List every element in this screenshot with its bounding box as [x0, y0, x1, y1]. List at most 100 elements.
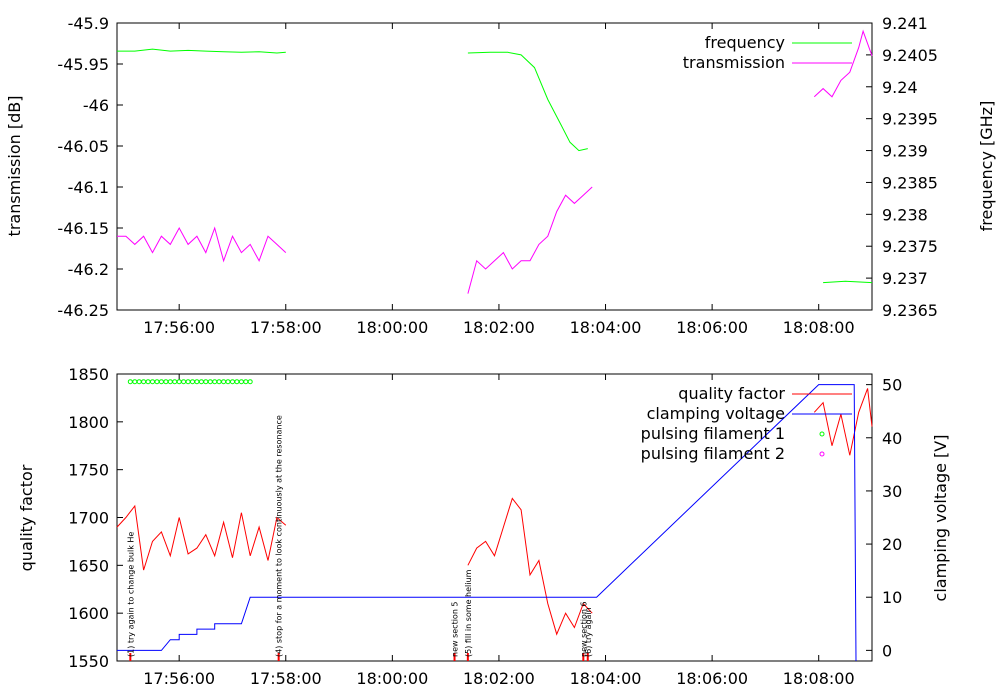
top-plot-frame — [116, 22, 873, 311]
marker-point-pulsing-filament-1 — [127, 379, 133, 385]
marker-point-pulsing-filament-1 — [132, 379, 138, 385]
y2-tick-label: 9.2395 — [882, 110, 938, 129]
x-tick-label: 18:08:00 — [783, 669, 855, 688]
marker-point-pulsing-filament-1 — [225, 379, 231, 385]
series-line-frequency — [467, 51, 588, 152]
annotation-label: new section 5 — [451, 601, 460, 657]
x-tick-label: 18:00:00 — [356, 318, 428, 337]
x-tick-label: 18:04:00 — [570, 318, 642, 337]
bottom-tick-labels: 17:56:00 17:58:00 18:00:00 18:02:00 18:04:00… — [68, 365, 902, 688]
y2-tick-label: 0 — [882, 641, 892, 660]
top-tick-marks — [117, 22, 872, 311]
series-line-clamping-voltage — [117, 384, 857, 662]
bottom-tick-marks — [117, 373, 872, 662]
series-line-frequency — [117, 48, 286, 54]
y-tick-label: -46 — [83, 96, 109, 115]
x-tick-label: 17:56:00 — [143, 318, 215, 337]
x-tick-label: 18:08:00 — [783, 318, 855, 337]
bottom-y2-axis-label: clamping voltage [V] — [931, 435, 950, 602]
y-tick-label: 1800 — [68, 413, 109, 432]
x-tick-label: 17:58:00 — [250, 669, 322, 688]
y2-tick-label: 10 — [882, 588, 902, 607]
marker-point-pulsing-filament-1 — [158, 379, 164, 385]
legend-label: quality factor — [678, 384, 785, 403]
x-tick-label: 18:04:00 — [570, 669, 642, 688]
annotation-label: (1) try again to change bulk He — [126, 532, 135, 657]
top-series — [117, 29, 873, 294]
y-tick-label: 1600 — [68, 604, 109, 623]
y-tick-label: -46.15 — [57, 219, 109, 238]
y2-tick-label: 30 — [882, 482, 902, 501]
marker-point-pulsing-filament-1 — [172, 379, 178, 385]
y2-tick-label: 9.239 — [882, 142, 928, 161]
top-chart-panel: 17:56:00 17:58:00 18:00:00 18:02:00 18:04:00… — [5, 14, 996, 337]
y-tick-label: 1750 — [68, 461, 109, 480]
marker-point-pulsing-filament-1 — [136, 379, 142, 385]
y-tick-label: 1850 — [68, 365, 109, 384]
y-tick-label: -46.05 — [57, 137, 109, 156]
marker-point-pulsing-filament-1 — [154, 379, 160, 385]
x-tick-label: 18:06:00 — [676, 318, 748, 337]
marker-point-pulsing-filament-1 — [190, 379, 195, 385]
y2-tick-label: 20 — [882, 535, 902, 554]
marker-point-pulsing-filament-1 — [203, 379, 209, 385]
marker-point-pulsing-filament-1 — [198, 379, 204, 385]
y2-tick-label: 9.2405 — [882, 46, 938, 65]
bottom-series — [116, 379, 873, 662]
series-line-quality-factor — [116, 504, 287, 571]
y2-tick-label: 9.24 — [882, 78, 918, 97]
x-tick-label: 18:02:00 — [463, 669, 535, 688]
marker-point-pulsing-filament-1 — [243, 379, 249, 385]
legend-label: clamping voltage — [647, 404, 785, 423]
marker-point-pulsing-filament-1 — [234, 379, 240, 385]
series-line-quality-factor — [467, 497, 593, 636]
x-tick-label: 17:58:00 — [250, 318, 322, 337]
legend-label: pulsing filament 2 — [641, 444, 785, 463]
x-tick-label: 18:06:00 — [676, 669, 748, 688]
series-line-transmission — [117, 226, 287, 263]
marker-point-pulsing-filament-1 — [238, 379, 244, 385]
y2-tick-label: 9.2385 — [882, 173, 938, 192]
marker-point-pulsing-filament-1 — [247, 379, 253, 385]
top-y-axis-label: transmission [dB] — [5, 96, 24, 237]
legend-marker — [819, 451, 825, 457]
marker-point-pulsing-filament-1 — [212, 379, 218, 385]
x-tick-label: 18:00:00 — [356, 669, 428, 688]
y2-tick-label: 9.237 — [882, 269, 928, 288]
marker-point-pulsing-filament-1 — [194, 379, 200, 385]
annotation-label: new section 6 — [579, 601, 588, 657]
marker-point-pulsing-filament-1 — [207, 379, 213, 385]
top-tick-labels: 17:56:00 17:58:00 18:00:00 18:02:00 18:04:00… — [57, 14, 938, 337]
series-line-transmission — [467, 186, 593, 294]
y2-tick-label: 9.2365 — [882, 301, 938, 320]
y-tick-label: -46.2 — [68, 260, 109, 279]
marker-point-pulsing-filament-1 — [181, 379, 187, 385]
series-line-quality-factor — [813, 388, 873, 456]
marker-point-pulsing-filament-1 — [216, 379, 222, 385]
legend-label: transmission — [683, 53, 785, 72]
series-line-frequency — [823, 280, 873, 284]
bottom-annotations: (1) try again to change bulk He (4) stop … — [126, 415, 593, 661]
legend-marker — [819, 431, 825, 437]
y2-tick-label: 40 — [882, 429, 902, 448]
y2-tick-label: 50 — [882, 376, 902, 395]
y2-tick-label: 9.238 — [882, 205, 928, 224]
y-tick-label: -46.25 — [57, 301, 109, 320]
y-tick-label: -46.1 — [68, 178, 109, 197]
marker-point-pulsing-filament-1 — [230, 379, 235, 385]
top-y2-axis-label: frequency [GHz] — [977, 101, 996, 232]
bottom-chart-panel: (1) try again to change bulk He (4) stop … — [17, 365, 950, 688]
y2-tick-label: 9.2375 — [882, 237, 938, 256]
series-line-transmission — [813, 29, 873, 98]
y-tick-label: 1650 — [68, 556, 109, 575]
y-tick-label: 1700 — [68, 509, 109, 528]
legend-label: pulsing filament 1 — [641, 424, 785, 443]
legend-label: frequency — [705, 33, 785, 52]
marker-point-pulsing-filament-1 — [150, 379, 155, 385]
marker-point-pulsing-filament-1 — [145, 379, 151, 385]
x-tick-label: 18:02:00 — [463, 318, 535, 337]
annotation-label: (5) fill in some helium — [464, 569, 473, 657]
